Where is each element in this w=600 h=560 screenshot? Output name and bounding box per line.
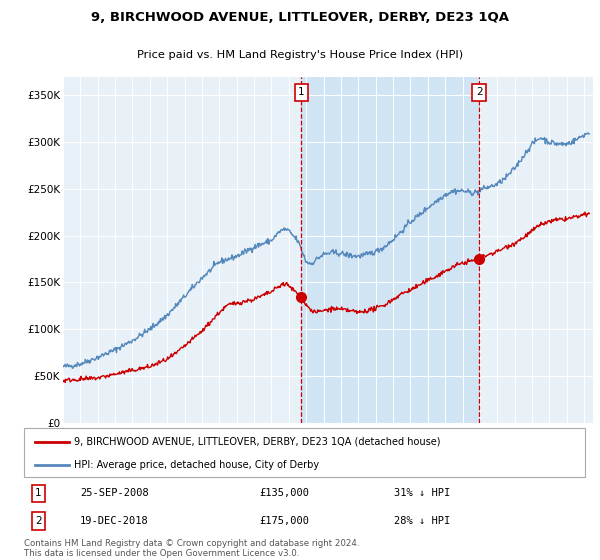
Text: 2: 2 bbox=[476, 87, 482, 97]
Text: 1: 1 bbox=[298, 87, 305, 97]
Text: 31% ↓ HPI: 31% ↓ HPI bbox=[394, 488, 451, 498]
Text: 28% ↓ HPI: 28% ↓ HPI bbox=[394, 516, 451, 526]
Text: 25-SEP-2008: 25-SEP-2008 bbox=[80, 488, 149, 498]
Text: Price paid vs. HM Land Registry's House Price Index (HPI): Price paid vs. HM Land Registry's House … bbox=[137, 50, 463, 59]
Text: 2: 2 bbox=[35, 516, 42, 526]
Text: 1: 1 bbox=[35, 488, 42, 498]
Text: 9, BIRCHWOOD AVENUE, LITTLEOVER, DERBY, DE23 1QA: 9, BIRCHWOOD AVENUE, LITTLEOVER, DERBY, … bbox=[91, 11, 509, 24]
Text: HPI: Average price, detached house, City of Derby: HPI: Average price, detached house, City… bbox=[74, 460, 320, 470]
Text: 19-DEC-2018: 19-DEC-2018 bbox=[80, 516, 149, 526]
Text: £175,000: £175,000 bbox=[260, 516, 310, 526]
Text: 9, BIRCHWOOD AVENUE, LITTLEOVER, DERBY, DE23 1QA (detached house): 9, BIRCHWOOD AVENUE, LITTLEOVER, DERBY, … bbox=[74, 437, 441, 447]
Text: £135,000: £135,000 bbox=[260, 488, 310, 498]
Text: Contains HM Land Registry data © Crown copyright and database right 2024.
This d: Contains HM Land Registry data © Crown c… bbox=[24, 539, 359, 558]
FancyBboxPatch shape bbox=[24, 428, 585, 477]
Bar bbox=[301, 77, 479, 423]
